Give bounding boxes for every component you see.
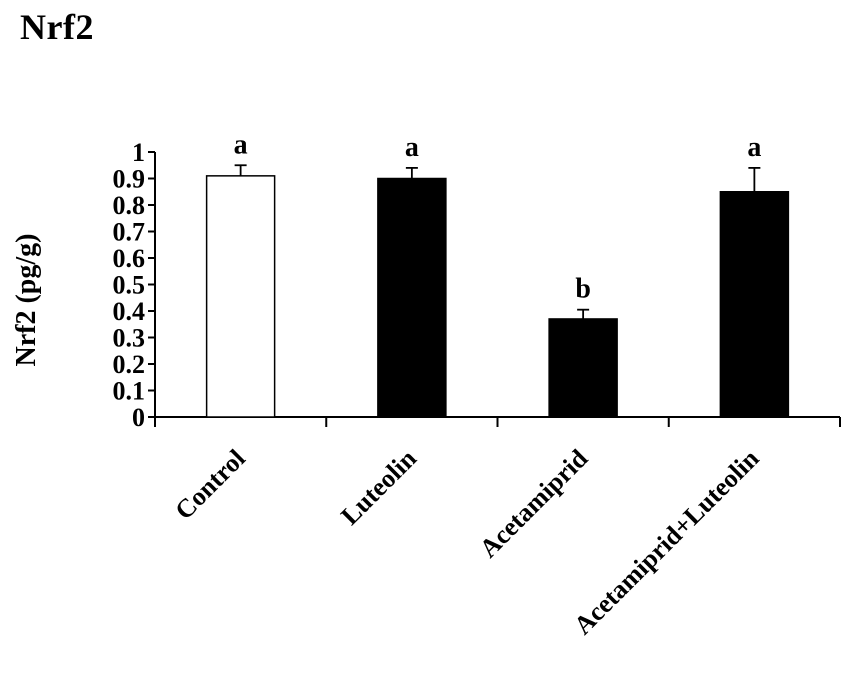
y-tick-label: 0.2 <box>113 350 146 379</box>
x-category-label: Control <box>169 444 250 525</box>
y-tick-label: 0.8 <box>113 191 146 220</box>
significance-letter: b <box>575 274 591 305</box>
y-tick-label: 0.3 <box>113 324 146 353</box>
x-category-label: Luteolin <box>335 443 422 530</box>
bar <box>377 177 447 418</box>
bar <box>719 191 790 418</box>
x-category-label: Acetamiprid+Luteolin <box>568 443 765 640</box>
y-tick-label: 0.1 <box>113 377 146 406</box>
significance-letter: a <box>747 132 761 163</box>
y-tick-label: 0 <box>132 403 145 432</box>
significance-letter: a <box>405 132 419 163</box>
y-tick-label: 0.4 <box>113 297 146 326</box>
y-tick-label: 0.9 <box>113 165 146 194</box>
x-category-label: Acetamiprid <box>474 443 594 563</box>
significance-letter: a <box>234 129 248 160</box>
bar <box>205 175 276 418</box>
y-tick-label: 0.6 <box>113 244 146 273</box>
y-axis-label: Nrf2 (pg/g) <box>11 234 42 367</box>
bar <box>548 318 618 418</box>
y-tick-label: 1 <box>132 138 145 167</box>
y-tick-label: 0.7 <box>113 218 146 247</box>
figure-title: Nrf2 <box>20 7 94 47</box>
y-tick-label: 0.5 <box>113 271 146 300</box>
